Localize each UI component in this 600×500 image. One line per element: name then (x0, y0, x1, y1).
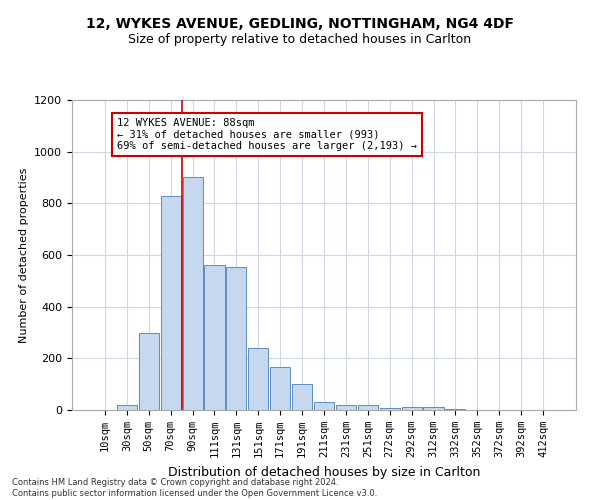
Text: Size of property relative to detached houses in Carlton: Size of property relative to detached ho… (128, 32, 472, 46)
Bar (139, 332, 159, 410)
Bar (182, 178, 203, 410)
Bar (292, 384, 312, 410)
Bar (445, 408, 466, 410)
Bar (380, 408, 400, 410)
Bar (314, 402, 334, 410)
Bar (161, 196, 181, 410)
Text: Contains HM Land Registry data © Crown copyright and database right 2024.
Contai: Contains HM Land Registry data © Crown c… (12, 478, 377, 498)
Bar (205, 266, 224, 410)
Bar (226, 266, 247, 410)
Bar (424, 408, 443, 410)
Bar (248, 348, 268, 410)
Bar (401, 408, 422, 410)
Text: 12 WYKES AVENUE: 88sqm
← 31% of detached houses are smaller (993)
69% of semi-de: 12 WYKES AVENUE: 88sqm ← 31% of detached… (117, 118, 417, 152)
Text: 12, WYKES AVENUE, GEDLING, NOTTINGHAM, NG4 4DF: 12, WYKES AVENUE, GEDLING, NOTTINGHAM, N… (86, 18, 514, 32)
Bar (270, 368, 290, 410)
X-axis label: Distribution of detached houses by size in Carlton: Distribution of detached houses by size … (168, 466, 480, 478)
Bar (336, 405, 356, 410)
Y-axis label: Number of detached properties: Number of detached properties (19, 168, 29, 342)
Bar (117, 405, 137, 410)
Bar (358, 405, 378, 410)
